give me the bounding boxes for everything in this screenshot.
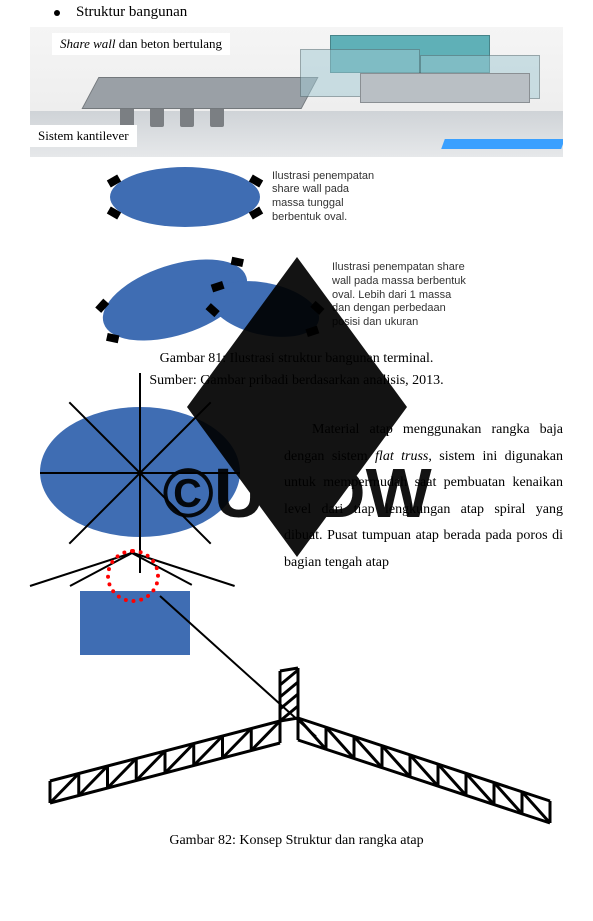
- truss-member: [298, 718, 550, 801]
- para-italic: flat truss: [375, 449, 428, 464]
- caption-line: massa tunggal: [272, 197, 374, 211]
- roof-paragraph: Material atap menggunakan rangka baja de…: [284, 417, 563, 577]
- figure-82-title: Gambar 82: Konsep Struktur dan rangka at…: [30, 833, 563, 849]
- share-wall-tab: [249, 207, 263, 220]
- roof-radial-line: [139, 402, 211, 474]
- oval-double-caption: Ilustrasi penempatan share wall pada mas…: [332, 261, 466, 330]
- oval-single-caption: Ilustrasi penempatan share wall pada mas…: [272, 170, 374, 225]
- truss-svg: [30, 661, 563, 831]
- roof-radial-line: [69, 472, 141, 544]
- label-cantilever-text: Sistem kantilever: [38, 128, 129, 143]
- building-render: Share wall dan beton bertulang Sistem ka…: [30, 27, 563, 157]
- caption-line: dan dengan perbedaan: [332, 302, 466, 316]
- caption-line: oval. Lebih dari 1 massa: [332, 289, 466, 303]
- caption-line: posisi dan ukuran: [332, 316, 466, 330]
- roof-plan-circle: [40, 407, 240, 537]
- caption-line: Ilustrasi penempatan share: [332, 261, 466, 275]
- figure-81-source: Sumber: Gambar pribadi berdasarkan anali…: [30, 373, 563, 389]
- render-blue-stripe: [441, 139, 563, 149]
- caption-line: share wall pada: [272, 183, 374, 197]
- roof-radial-line: [140, 472, 240, 474]
- label-cantilever: Sistem kantilever: [30, 125, 137, 147]
- label-share-wall-italic: Share wall: [60, 36, 116, 51]
- roof-diagram: [30, 407, 260, 655]
- oval-single: [110, 167, 260, 227]
- oval-double-wrap: [100, 245, 320, 345]
- oval-double-row: Ilustrasi penempatan share wall pada mas…: [100, 245, 563, 345]
- roof-radial-line: [69, 402, 141, 474]
- truss-area: [30, 661, 563, 831]
- caption-line: wall pada massa berbentuk: [332, 275, 466, 289]
- caption-line: berbentuk oval.: [272, 211, 374, 225]
- render-slab: [81, 77, 318, 109]
- share-wall-tab: [249, 175, 263, 188]
- roof-paragraph-wrap: Material atap menggunakan rangka baja de…: [284, 407, 563, 655]
- share-wall-tab: [305, 326, 319, 337]
- roof-radial-line: [139, 373, 141, 473]
- render-block-gray: [360, 73, 530, 103]
- share-wall-tab: [95, 299, 109, 313]
- figure-81-title: Gambar 81: Ilustrasi struktur bangunan t…: [30, 351, 563, 367]
- label-share-wall: Share wall dan beton bertulang: [52, 33, 230, 55]
- share-wall-tab: [106, 333, 119, 343]
- roof-radial-line: [40, 472, 140, 474]
- truss-member: [298, 740, 550, 823]
- roof-section: Material atap menggunakan rangka baja de…: [30, 407, 563, 655]
- roof-radial-line: [139, 472, 211, 544]
- share-wall-tab: [107, 207, 121, 220]
- oval-single-row: Ilustrasi penempatan share wall pada mas…: [110, 167, 563, 227]
- share-wall-tab: [310, 301, 324, 315]
- label-share-wall-rest: dan beton bertulang: [116, 36, 223, 51]
- share-wall-tab: [231, 257, 244, 267]
- share-wall-tab: [107, 175, 121, 188]
- caption-line: Ilustrasi penempatan: [272, 170, 374, 184]
- bullet-row: Struktur bangunan: [54, 4, 563, 21]
- bullet-dot: [54, 10, 60, 16]
- para-part2: , sistem ini digunakan untuk mempermudah…: [284, 449, 563, 570]
- dashed-highlight-circle: [106, 549, 160, 603]
- bullet-text: Struktur bangunan: [76, 4, 187, 21]
